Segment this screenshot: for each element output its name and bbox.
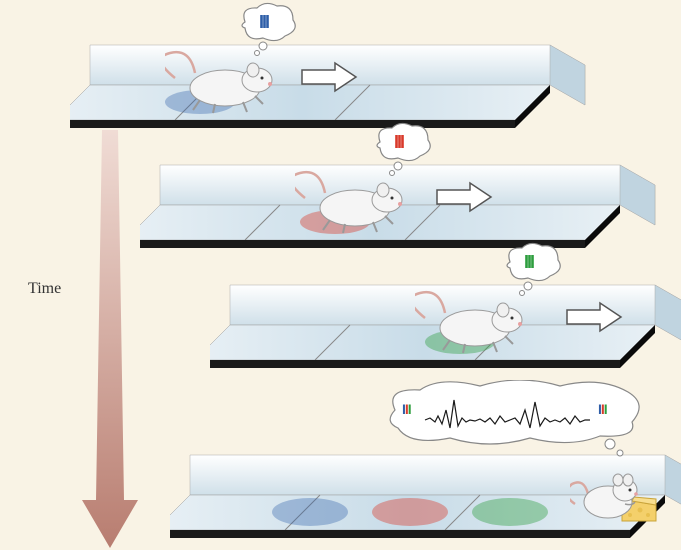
mouse-1 [165,48,295,118]
mouse-4 [570,464,650,524]
svg-text:III: III [402,401,411,417]
mouse-2 [295,168,425,238]
arrow-1 [300,60,360,94]
thought-4-replay: III III [380,380,650,460]
time-label: Time [28,280,61,298]
thought-1: III [235,2,305,57]
arrow-3 [565,300,625,334]
svg-text:III: III [598,401,607,417]
svg-text:III: III [259,12,269,32]
arrow-2 [435,180,495,214]
svg-text:III: III [524,252,534,272]
thought-2: III [370,122,440,177]
mouse-3 [415,288,545,358]
time-arrow [80,130,140,550]
thought-3: III [500,242,570,297]
svg-text:III: III [394,132,404,152]
